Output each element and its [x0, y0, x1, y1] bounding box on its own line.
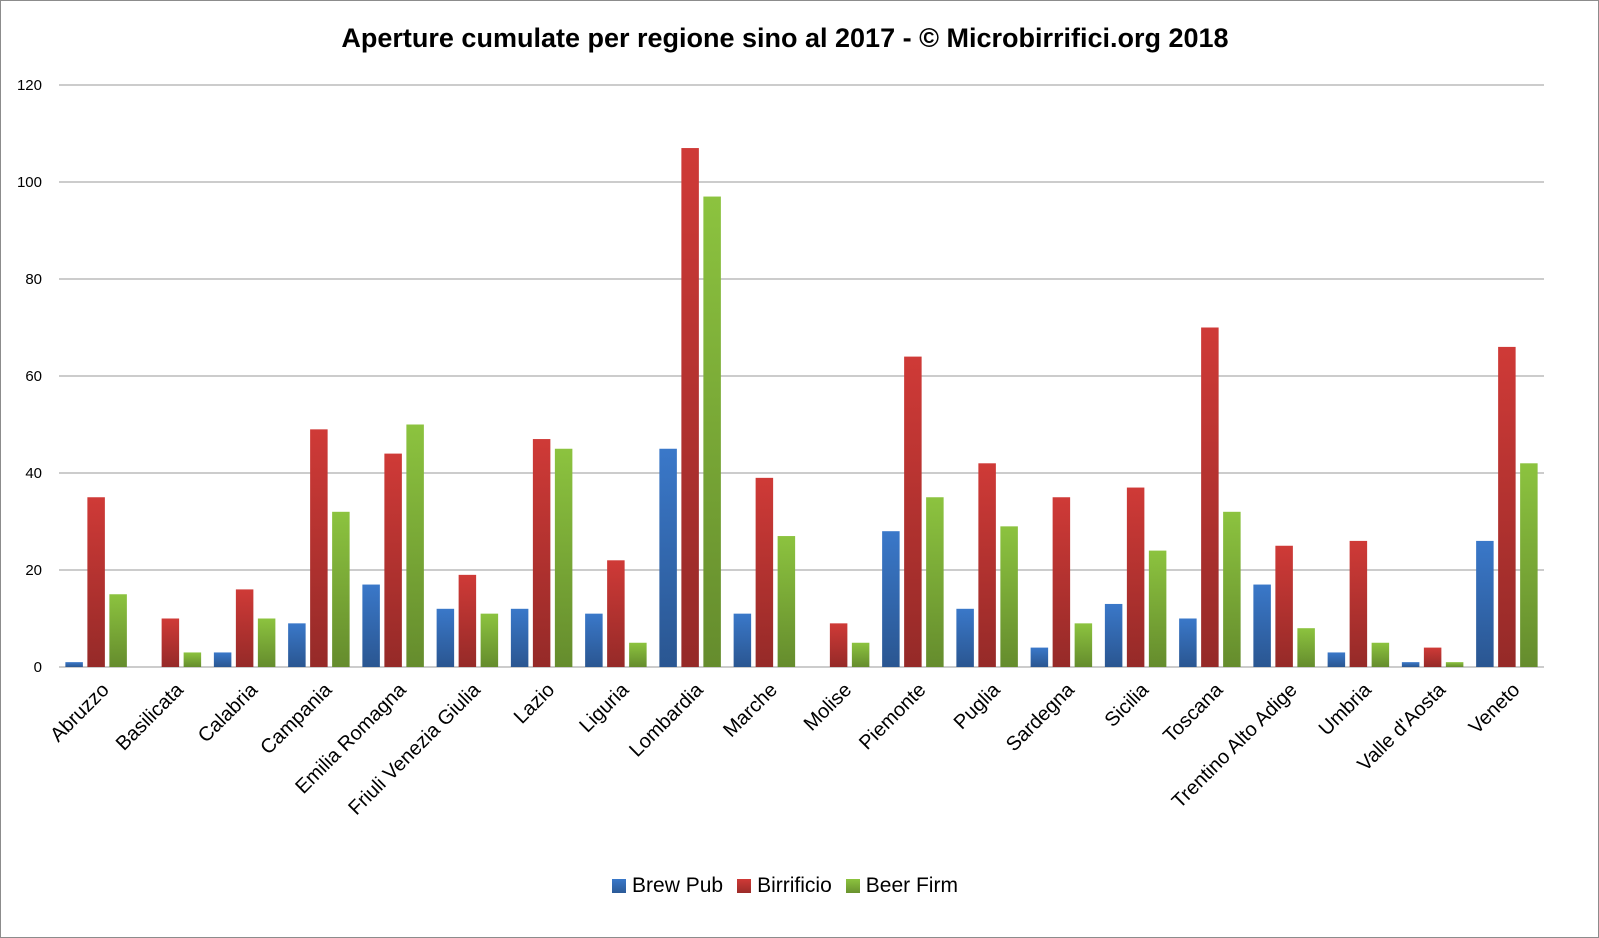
bar-birrificio-piemonte	[904, 356, 922, 667]
bar-brew-pub-lazio	[510, 608, 529, 667]
bar-brew-pub-liguria	[585, 613, 603, 667]
x-tick-label-campania: Campania	[256, 678, 337, 759]
legend-item-brew-pub: Brew Pub	[612, 874, 723, 898]
x-tick-label-liguria: Liguria	[575, 678, 634, 737]
bar-birrificio-basilicata	[161, 618, 180, 667]
bar-beer-firm-campania	[332, 511, 350, 667]
bar-birrificio-calabria	[235, 589, 254, 667]
bar-birrificio-veneto	[1498, 346, 1516, 667]
bar-birrificio-abruzzo	[87, 497, 105, 667]
bar-birrificio-emilia-romagna	[384, 453, 402, 667]
bar-brew-pub-umbria	[1327, 652, 1346, 667]
x-tick-label-abruzzo: Abruzzo	[46, 679, 113, 746]
bar-beer-firm-marche	[777, 536, 796, 667]
legend-label-brew-pub: Brew Pub	[632, 874, 724, 897]
bar-brew-pub-veneto	[1476, 540, 1494, 667]
bar-birrificio-toscana	[1201, 327, 1219, 667]
bar-beer-firm-liguria	[629, 642, 647, 667]
x-tick-label-trentino-alto-adige: Trentino Alto Adige	[1168, 679, 1302, 813]
x-tick-label-lombardia: Lombardia	[625, 678, 708, 761]
bar-birrificio-umbria	[1349, 540, 1368, 667]
bar-beer-firm-sardegna	[1074, 623, 1093, 667]
x-tick-label-calabria: Calabria	[194, 678, 263, 747]
x-tick-label-umbria: Umbria	[1315, 678, 1377, 740]
y-tick-label-40: 40	[25, 465, 42, 482]
bar-brew-pub-sardegna	[1030, 647, 1049, 667]
bar-beer-firm-toscana	[1223, 511, 1241, 667]
legend-label-birrificio: Birrificio	[757, 874, 832, 897]
x-tick-label-marche: Marche	[719, 679, 782, 742]
y-tick-label-80: 80	[25, 271, 42, 288]
bar-brew-pub-piemonte	[882, 531, 900, 667]
x-tick-label-veneto: Veneto	[1465, 679, 1525, 739]
bar-beer-firm-basilicata	[183, 652, 202, 667]
y-tick-label-0: 0	[34, 659, 42, 676]
bar-birrificio-sardegna	[1052, 497, 1071, 667]
legend-item-birrificio: Birrificio	[737, 874, 832, 898]
bar-birrificio-campania	[310, 429, 328, 667]
bar-birrificio-friuli-venezia-giulia	[458, 574, 477, 667]
bar-birrificio-trentino-alto-adige	[1275, 545, 1293, 667]
x-tick-label-sardegna: Sardegna	[1002, 678, 1080, 756]
legend-item-beer-firm: Beer Firm	[845, 874, 958, 898]
bar-brew-pub-lombardia	[659, 448, 677, 667]
bar-beer-firm-abruzzo	[109, 594, 127, 667]
bar-birrificio-liguria	[607, 560, 625, 667]
bar-beer-firm-umbria	[1371, 642, 1390, 667]
legend-swatch-birrificio	[737, 879, 752, 893]
bar-beer-firm-emilia-romagna	[406, 424, 424, 667]
bar-brew-pub-marche	[733, 613, 752, 667]
bar-brew-pub-valle-d-aosta	[1401, 662, 1420, 667]
bar-beer-firm-sicilia	[1148, 550, 1167, 667]
x-tick-label-lazio: Lazio	[510, 679, 559, 728]
bar-brew-pub-trentino-alto-adige	[1253, 584, 1271, 667]
bar-birrificio-lombardia	[681, 148, 699, 668]
bar-birrificio-marche	[755, 477, 774, 667]
bar-beer-firm-friuli-venezia-giulia	[480, 613, 499, 667]
bar-birrificio-lazio	[532, 439, 551, 667]
bar-birrificio-valle-d-aosta	[1423, 647, 1442, 667]
bar-birrificio-sicilia	[1126, 487, 1145, 667]
y-tick-label-120: 120	[17, 77, 42, 94]
bar-beer-firm-lazio	[554, 448, 573, 667]
bar-birrificio-puglia	[978, 463, 996, 667]
x-tick-label-basilicata: Basilicata	[112, 678, 189, 755]
bar-beer-firm-molise	[851, 642, 870, 667]
legend-swatch-beer-firm	[845, 879, 860, 893]
bar-brew-pub-puglia	[956, 608, 974, 667]
x-tick-label-sicilia: Sicilia	[1101, 678, 1154, 731]
bar-beer-firm-valle-d-aosta	[1445, 662, 1464, 667]
y-tick-label-100: 100	[17, 174, 42, 191]
bar-beer-firm-piemonte	[926, 497, 944, 667]
bar-beer-firm-lombardia	[703, 196, 721, 668]
bar-beer-firm-veneto	[1520, 463, 1538, 667]
bar-brew-pub-friuli-venezia-giulia	[436, 608, 455, 667]
chart-legend: Brew Pub Birrificio Beer Firm	[1, 874, 1569, 898]
x-tick-label-toscana: Toscana	[1159, 678, 1228, 747]
bar-beer-firm-calabria	[257, 618, 276, 667]
bar-birrificio-molise	[829, 623, 848, 667]
bar-beer-firm-puglia	[1000, 526, 1018, 667]
chart-title: Aperture cumulate per regione sino al 20…	[341, 23, 1229, 53]
x-tick-label-friuli-venezia-giulia: Friuli Venezia Giulia	[344, 678, 485, 819]
bar-beer-firm-trentino-alto-adige	[1297, 628, 1315, 667]
bar-brew-pub-calabria	[213, 652, 232, 667]
y-tick-label-20: 20	[25, 562, 42, 579]
x-tick-label-puglia: Puglia	[950, 678, 1005, 733]
y-tick-label-60: 60	[25, 368, 42, 385]
bar-brew-pub-sicilia	[1104, 603, 1123, 667]
bar-brew-pub-toscana	[1179, 618, 1197, 667]
bar-brew-pub-abruzzo	[65, 662, 83, 667]
legend-label-beer-firm: Beer Firm	[865, 874, 958, 897]
bar-brew-pub-campania	[288, 623, 306, 667]
x-tick-label-piemonte: Piemonte	[855, 679, 930, 754]
bar-brew-pub-emilia-romagna	[362, 584, 380, 667]
x-tick-label-molise: Molise	[800, 679, 856, 735]
legend-swatch-brew-pub	[612, 879, 627, 893]
